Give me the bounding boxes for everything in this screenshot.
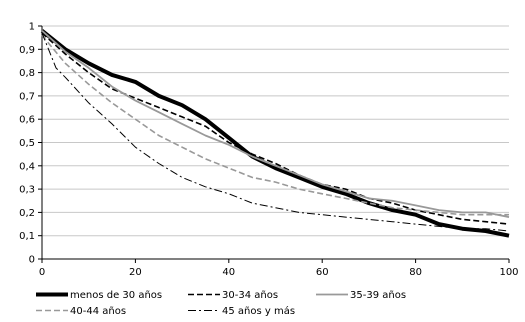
x-tick-label: 0: [39, 267, 45, 278]
x-tick-label: 80: [409, 267, 422, 278]
y-tick-label: 0,4: [19, 161, 35, 172]
legend-item: 45 años y más: [188, 305, 295, 317]
legend: menos de 30 años 30-34 años 35-39 años 40-4…: [36, 290, 406, 317]
x-tick-label: 40: [222, 267, 235, 278]
y-tick-label: 0,5: [19, 138, 35, 149]
y-tick-label: 0,9: [19, 45, 35, 56]
legend-item: menos de 30 años: [36, 290, 162, 301]
series-layer: [40, 29, 510, 238]
legend-item: 30-34 años: [188, 290, 278, 301]
series-line-2: [41, 32, 510, 225]
y-tick-label: 1: [29, 22, 35, 33]
y-tick-label: 0,3: [19, 185, 35, 196]
legend-item: 35-39 años: [316, 290, 406, 301]
legend-item: 40-44 años: [36, 306, 126, 317]
series-line-4: [41, 34, 509, 216]
legend-label: 40-44 años: [70, 306, 126, 317]
series-line-5: [41, 32, 510, 232]
grid-layer: [42, 25, 509, 237]
y-tick-label: 0,2: [19, 208, 35, 219]
y-tick-label: 0,1: [19, 231, 35, 242]
legend-label: 35-39 años: [350, 290, 406, 301]
legend-label: 30-34 años: [222, 290, 278, 301]
legend-label: 45 años y más: [222, 305, 295, 317]
y-tick-label: 0,7: [19, 91, 35, 102]
legend-label: menos de 30 años: [70, 290, 162, 301]
y-tick-label: 0,8: [19, 68, 35, 79]
y-tick-label: 0: [29, 255, 35, 266]
axes: 0 0,1 0,2 0,3 0,4 0,5 0,6 0,7 0,8 0,9 1 0 20 40 60 80 10…: [19, 22, 518, 279]
y-tick-label: 0,6: [19, 115, 35, 126]
x-tick-label: 20: [129, 267, 142, 278]
x-tick-label: 100: [499, 267, 518, 278]
series-line-3: [41, 30, 510, 218]
series-line-1: [40, 29, 510, 238]
x-tick-label: 60: [316, 267, 329, 278]
